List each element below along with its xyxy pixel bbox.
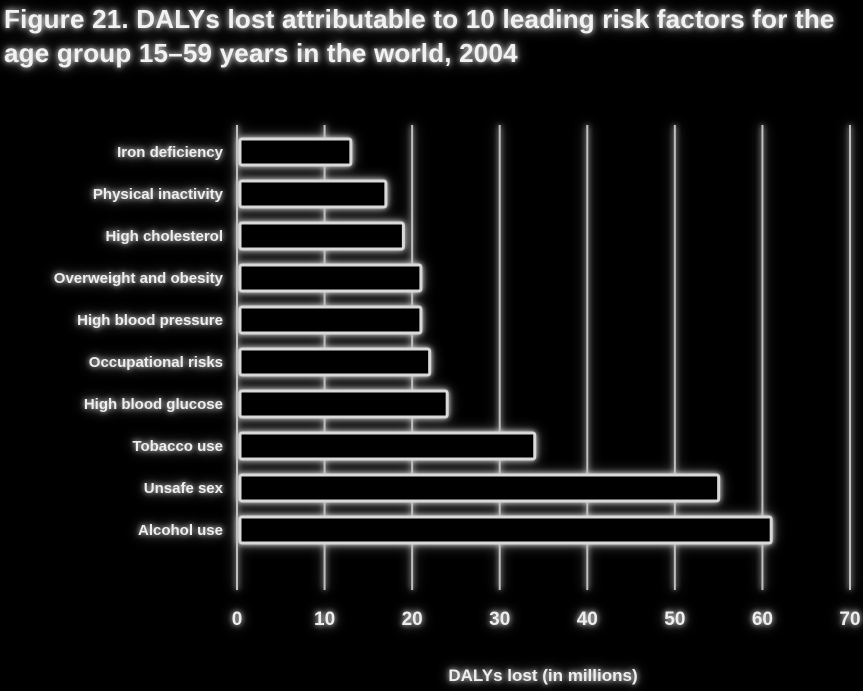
bar-high-blood-glucose bbox=[238, 389, 449, 419]
bar-alcohol-use bbox=[238, 515, 773, 545]
bar-unsafe-sex bbox=[238, 473, 721, 503]
category-label: Physical inactivity bbox=[93, 186, 224, 203]
bars bbox=[238, 137, 773, 545]
category-label: High blood pressure bbox=[77, 312, 223, 329]
x-tick-label: 70 bbox=[839, 609, 860, 630]
category-label: High cholesterol bbox=[105, 228, 223, 245]
x-tick-labels: 0 10 20 30 40 50 60 70 bbox=[232, 609, 861, 630]
category-label: Iron deficiency bbox=[117, 144, 224, 161]
category-label: Overweight and obesity bbox=[54, 270, 224, 287]
x-tick-label: 60 bbox=[752, 609, 773, 630]
x-axis-title: DALYs lost (in millions) bbox=[448, 666, 637, 685]
x-tick-label: 10 bbox=[314, 609, 335, 630]
x-tick-label: 50 bbox=[664, 609, 685, 630]
bar-tobacco-use bbox=[238, 431, 537, 461]
x-tick-label: 0 bbox=[232, 609, 243, 630]
category-labels: Iron deficiency Physical inactivity High c… bbox=[54, 144, 224, 539]
x-tick-label: 20 bbox=[402, 609, 423, 630]
x-tick-label: 30 bbox=[489, 609, 510, 630]
category-label: Unsafe sex bbox=[144, 480, 224, 497]
bar-high-cholesterol bbox=[238, 221, 405, 251]
category-label: Occupational risks bbox=[89, 354, 223, 371]
category-label: Tobacco use bbox=[132, 438, 223, 455]
category-label: Alcohol use bbox=[138, 522, 223, 539]
chart-title: Figure 21. DALYs lost attributable to 10… bbox=[4, 4, 835, 68]
category-label: High blood glucose bbox=[84, 396, 223, 413]
bar-overweight-and-obesity bbox=[238, 263, 423, 293]
bar-high-blood-pressure bbox=[238, 305, 423, 335]
bar-iron-deficiency bbox=[238, 137, 353, 167]
x-tick-label: 40 bbox=[577, 609, 598, 630]
bar-physical-inactivity bbox=[238, 179, 388, 209]
bar-occupational-risks bbox=[238, 347, 432, 377]
